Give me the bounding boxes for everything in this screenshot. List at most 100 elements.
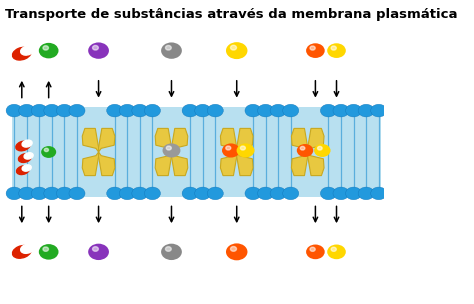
Circle shape: [56, 187, 73, 200]
Polygon shape: [99, 128, 115, 152]
Polygon shape: [292, 152, 308, 176]
Circle shape: [314, 144, 330, 157]
Circle shape: [270, 104, 286, 117]
Circle shape: [306, 43, 325, 58]
Circle shape: [88, 43, 109, 59]
Circle shape: [195, 104, 211, 117]
Circle shape: [119, 187, 135, 200]
Circle shape: [165, 247, 171, 251]
Circle shape: [310, 46, 315, 50]
Circle shape: [163, 143, 181, 157]
Circle shape: [331, 46, 337, 50]
Circle shape: [43, 247, 48, 251]
Circle shape: [182, 104, 198, 117]
Circle shape: [371, 104, 387, 117]
Circle shape: [226, 146, 231, 150]
Circle shape: [195, 187, 211, 200]
Circle shape: [161, 244, 182, 260]
Circle shape: [245, 104, 261, 117]
Circle shape: [18, 104, 35, 117]
Circle shape: [358, 104, 374, 117]
Ellipse shape: [16, 141, 30, 151]
Circle shape: [69, 187, 85, 200]
Ellipse shape: [12, 47, 31, 60]
Circle shape: [283, 104, 299, 117]
Polygon shape: [308, 152, 324, 176]
Circle shape: [44, 104, 60, 117]
Text: Transporte de substâncias através da membrana plasmática: Transporte de substâncias através da mem…: [5, 8, 457, 21]
Circle shape: [222, 143, 240, 157]
Polygon shape: [82, 152, 99, 176]
Circle shape: [31, 187, 47, 200]
Circle shape: [207, 187, 223, 200]
Circle shape: [257, 187, 273, 200]
Polygon shape: [82, 128, 99, 152]
Circle shape: [346, 104, 362, 117]
Bar: [12, 107, 381, 197]
Ellipse shape: [22, 165, 31, 171]
Circle shape: [327, 244, 346, 259]
Circle shape: [44, 187, 60, 200]
Circle shape: [306, 244, 325, 259]
Circle shape: [145, 104, 160, 117]
Circle shape: [358, 187, 374, 200]
Circle shape: [41, 146, 56, 158]
Polygon shape: [308, 128, 324, 152]
Polygon shape: [237, 128, 253, 152]
Circle shape: [300, 147, 305, 150]
Circle shape: [346, 187, 362, 200]
Circle shape: [166, 146, 171, 150]
Circle shape: [240, 146, 246, 150]
Circle shape: [161, 43, 182, 59]
Polygon shape: [172, 152, 188, 176]
Circle shape: [310, 247, 315, 251]
Circle shape: [237, 143, 255, 157]
Polygon shape: [155, 152, 172, 176]
Circle shape: [92, 46, 98, 50]
Ellipse shape: [21, 244, 34, 253]
Circle shape: [69, 104, 85, 117]
Polygon shape: [220, 128, 237, 152]
Circle shape: [327, 43, 346, 58]
Circle shape: [132, 187, 148, 200]
Ellipse shape: [12, 246, 31, 258]
Circle shape: [283, 187, 299, 200]
Circle shape: [245, 187, 261, 200]
Circle shape: [56, 104, 73, 117]
Polygon shape: [237, 152, 253, 176]
Circle shape: [320, 104, 337, 117]
Circle shape: [207, 104, 223, 117]
Circle shape: [257, 104, 273, 117]
Circle shape: [43, 46, 48, 50]
Circle shape: [297, 144, 313, 157]
Circle shape: [107, 104, 123, 117]
Circle shape: [270, 187, 286, 200]
Polygon shape: [292, 128, 308, 152]
Ellipse shape: [21, 46, 34, 55]
Ellipse shape: [18, 154, 31, 162]
Circle shape: [6, 104, 22, 117]
Circle shape: [226, 42, 247, 59]
Circle shape: [119, 104, 135, 117]
Circle shape: [31, 104, 47, 117]
Circle shape: [88, 244, 109, 260]
Circle shape: [320, 187, 337, 200]
Circle shape: [107, 187, 123, 200]
Circle shape: [165, 46, 171, 50]
Ellipse shape: [17, 166, 29, 174]
Circle shape: [39, 43, 58, 58]
Circle shape: [230, 45, 237, 50]
Ellipse shape: [24, 153, 33, 159]
Polygon shape: [155, 128, 172, 152]
Circle shape: [39, 244, 58, 260]
Circle shape: [18, 187, 35, 200]
Circle shape: [333, 187, 349, 200]
Circle shape: [92, 247, 98, 251]
Circle shape: [318, 147, 322, 150]
Ellipse shape: [22, 140, 32, 147]
Circle shape: [331, 247, 337, 251]
Circle shape: [230, 247, 237, 251]
Circle shape: [132, 104, 148, 117]
Circle shape: [182, 187, 198, 200]
Polygon shape: [220, 152, 237, 176]
